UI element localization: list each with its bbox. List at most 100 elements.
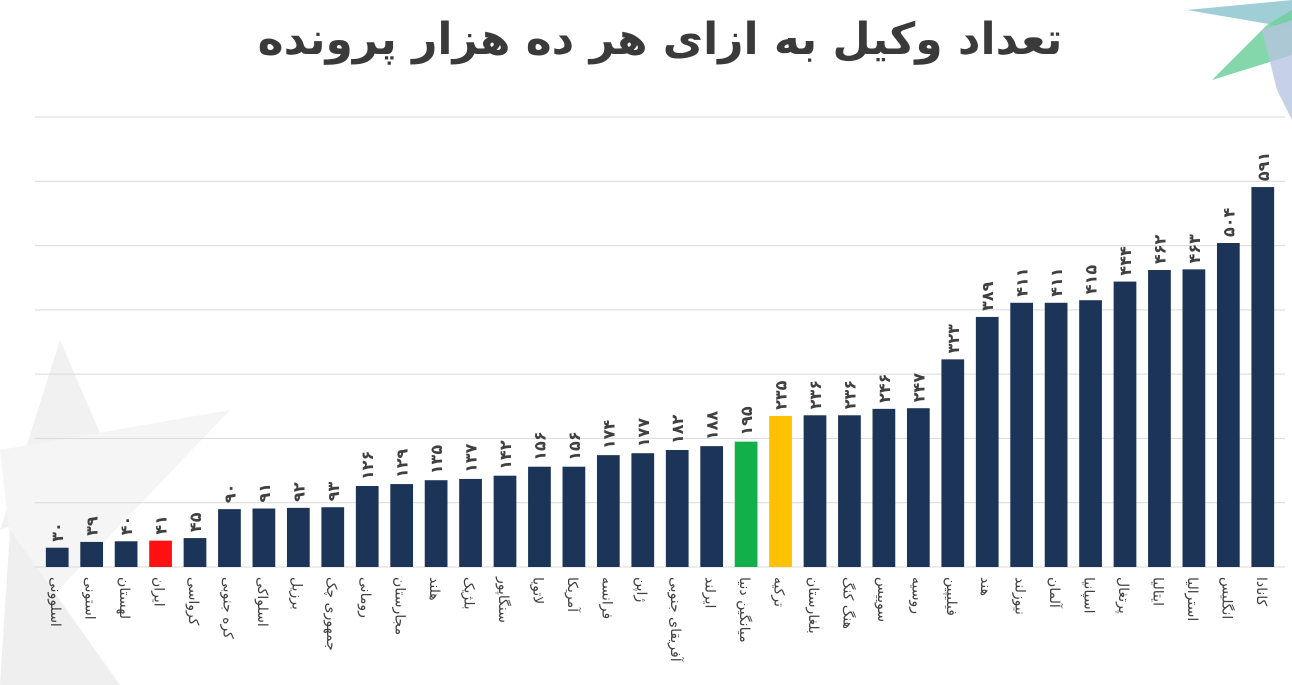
value-label: ۱۴۲ bbox=[496, 440, 515, 470]
category-label: لاتویا bbox=[529, 577, 545, 604]
corner-decoration-top-right bbox=[1187, 0, 1292, 120]
value-label: ۴۱ bbox=[152, 515, 171, 535]
category-label: هنگ کنگ bbox=[839, 577, 856, 629]
category-label: سوییس bbox=[874, 577, 890, 622]
value-label: ۴۴۴ bbox=[1116, 246, 1135, 276]
bar bbox=[1079, 300, 1102, 567]
category-label: هند bbox=[977, 577, 993, 596]
value-label: ۱۳۷ bbox=[462, 443, 481, 473]
bar bbox=[493, 475, 517, 567]
value-labels: ۳۰ ۳۹ ۴۰ ۴۱ ۴۵ ۹۰ ۹۱ ۹۲ ۹۳ ۱۲۶ ۱۲۹ ۱۳۵ ۱۳۷ ۱۴۲ ۱۵۶ ۱۵۶ ۱… bbox=[48, 152, 1273, 542]
bar bbox=[321, 507, 345, 567]
category-label: کره جنوبی bbox=[219, 577, 235, 639]
category-label: پرتغال bbox=[1115, 577, 1131, 614]
category-label: آمریکا bbox=[564, 577, 581, 613]
category-label: ایرلند bbox=[702, 577, 718, 608]
category-label: رومانی bbox=[357, 577, 373, 618]
category-label: فرانسه bbox=[598, 577, 614, 619]
value-label: ۹۰ bbox=[220, 484, 239, 504]
category-label: اسلوونی bbox=[47, 577, 63, 627]
bar bbox=[803, 415, 827, 567]
category-label: بلغارستان bbox=[805, 577, 821, 634]
background-decoration-bottom-left bbox=[0, 340, 230, 685]
value-label: ۵۹۱ bbox=[1254, 152, 1273, 181]
bar bbox=[631, 453, 655, 567]
bar bbox=[183, 538, 207, 567]
bar bbox=[1216, 243, 1240, 567]
bar bbox=[941, 359, 965, 567]
bar bbox=[906, 408, 930, 567]
value-label: ۴۵ bbox=[186, 512, 205, 532]
value-label: ۴۰ bbox=[117, 516, 136, 536]
bar bbox=[1182, 269, 1206, 567]
bar bbox=[218, 509, 241, 567]
category-labels: اسلوونی استونی لهستان ایران کرواسی کره جنوبی ا… bbox=[47, 576, 1269, 663]
value-label: ۱۹۵ bbox=[737, 406, 756, 436]
category-label: نیوزلند bbox=[1012, 577, 1028, 615]
bar bbox=[1044, 302, 1068, 567]
category-label: روسیه bbox=[908, 577, 924, 614]
value-label: ۳۸۹ bbox=[978, 281, 997, 311]
bar bbox=[149, 540, 172, 567]
bar bbox=[355, 486, 379, 567]
category-label: بلژیک bbox=[461, 577, 477, 610]
category-label: انگلیس bbox=[1218, 577, 1235, 619]
gridlines bbox=[35, 116, 1285, 568]
bar bbox=[80, 541, 104, 567]
bar bbox=[975, 316, 999, 567]
bar bbox=[528, 466, 551, 567]
category-label: مجارستان bbox=[392, 577, 408, 635]
value-label: ۱۵۶ bbox=[530, 431, 549, 460]
value-label: ۲۳۵ bbox=[772, 380, 791, 410]
bar bbox=[872, 408, 896, 567]
value-label: ۲۳۶ bbox=[806, 380, 825, 409]
category-label: آلمان bbox=[1046, 577, 1063, 609]
value-label: ۴۶۲ bbox=[1150, 234, 1169, 264]
value-label: ۱۲۶ bbox=[358, 451, 377, 480]
category-label: استونی bbox=[82, 577, 98, 620]
value-label: ۲۳۶ bbox=[840, 380, 859, 409]
bar bbox=[1251, 187, 1275, 568]
bar bbox=[286, 507, 310, 567]
category-label: اسلواکی bbox=[254, 577, 270, 627]
bars bbox=[45, 187, 1275, 568]
category-label: میانگین دنیا bbox=[736, 577, 753, 643]
category-label: اسپانیا bbox=[1081, 577, 1097, 614]
category-label: ایران bbox=[151, 577, 167, 607]
value-label: ۱۸۸ bbox=[703, 411, 722, 441]
value-label: ۹۳ bbox=[324, 481, 343, 501]
value-label: ۴۱۱ bbox=[1047, 267, 1066, 296]
chart-title: تعداد وکیل به ازای هر ده هزار پرونده bbox=[257, 14, 1063, 65]
value-label: ۱۷۷ bbox=[634, 418, 653, 448]
bar bbox=[734, 441, 758, 567]
value-label: ۱۷۴ bbox=[599, 420, 618, 450]
value-label: ۱۵۶ bbox=[565, 431, 584, 460]
value-label: ۴۱۱ bbox=[1013, 267, 1032, 296]
bar bbox=[596, 455, 620, 567]
bar bbox=[45, 547, 69, 567]
value-label: ۹۲ bbox=[289, 482, 308, 502]
category-label: ژاپن bbox=[633, 577, 649, 602]
category-label: هلند bbox=[426, 577, 442, 601]
value-label: ۱۸۲ bbox=[668, 414, 687, 444]
bar bbox=[114, 541, 138, 567]
value-label: ۵۰۴ bbox=[1219, 207, 1238, 237]
value-label: ۲۴۶ bbox=[875, 374, 894, 403]
bar bbox=[252, 508, 276, 567]
value-label: ۴۱۵ bbox=[1082, 265, 1101, 295]
category-label: استرالیا bbox=[1184, 577, 1200, 621]
category-label: کانادا bbox=[1253, 577, 1269, 607]
value-label: ۱۳۵ bbox=[427, 445, 446, 475]
bar bbox=[665, 450, 689, 567]
bar bbox=[424, 480, 448, 567]
category-label: فیلیپین bbox=[943, 577, 959, 616]
category-label: ترکیه bbox=[771, 577, 787, 607]
bar bbox=[459, 478, 482, 567]
bar bbox=[769, 415, 792, 567]
bar bbox=[700, 446, 724, 567]
value-label: ۳۲۳ bbox=[944, 324, 963, 354]
value-label: ۱۲۹ bbox=[393, 449, 412, 479]
value-label: ۲۴۷ bbox=[909, 373, 928, 403]
category-label: سنگاپور bbox=[495, 576, 512, 623]
